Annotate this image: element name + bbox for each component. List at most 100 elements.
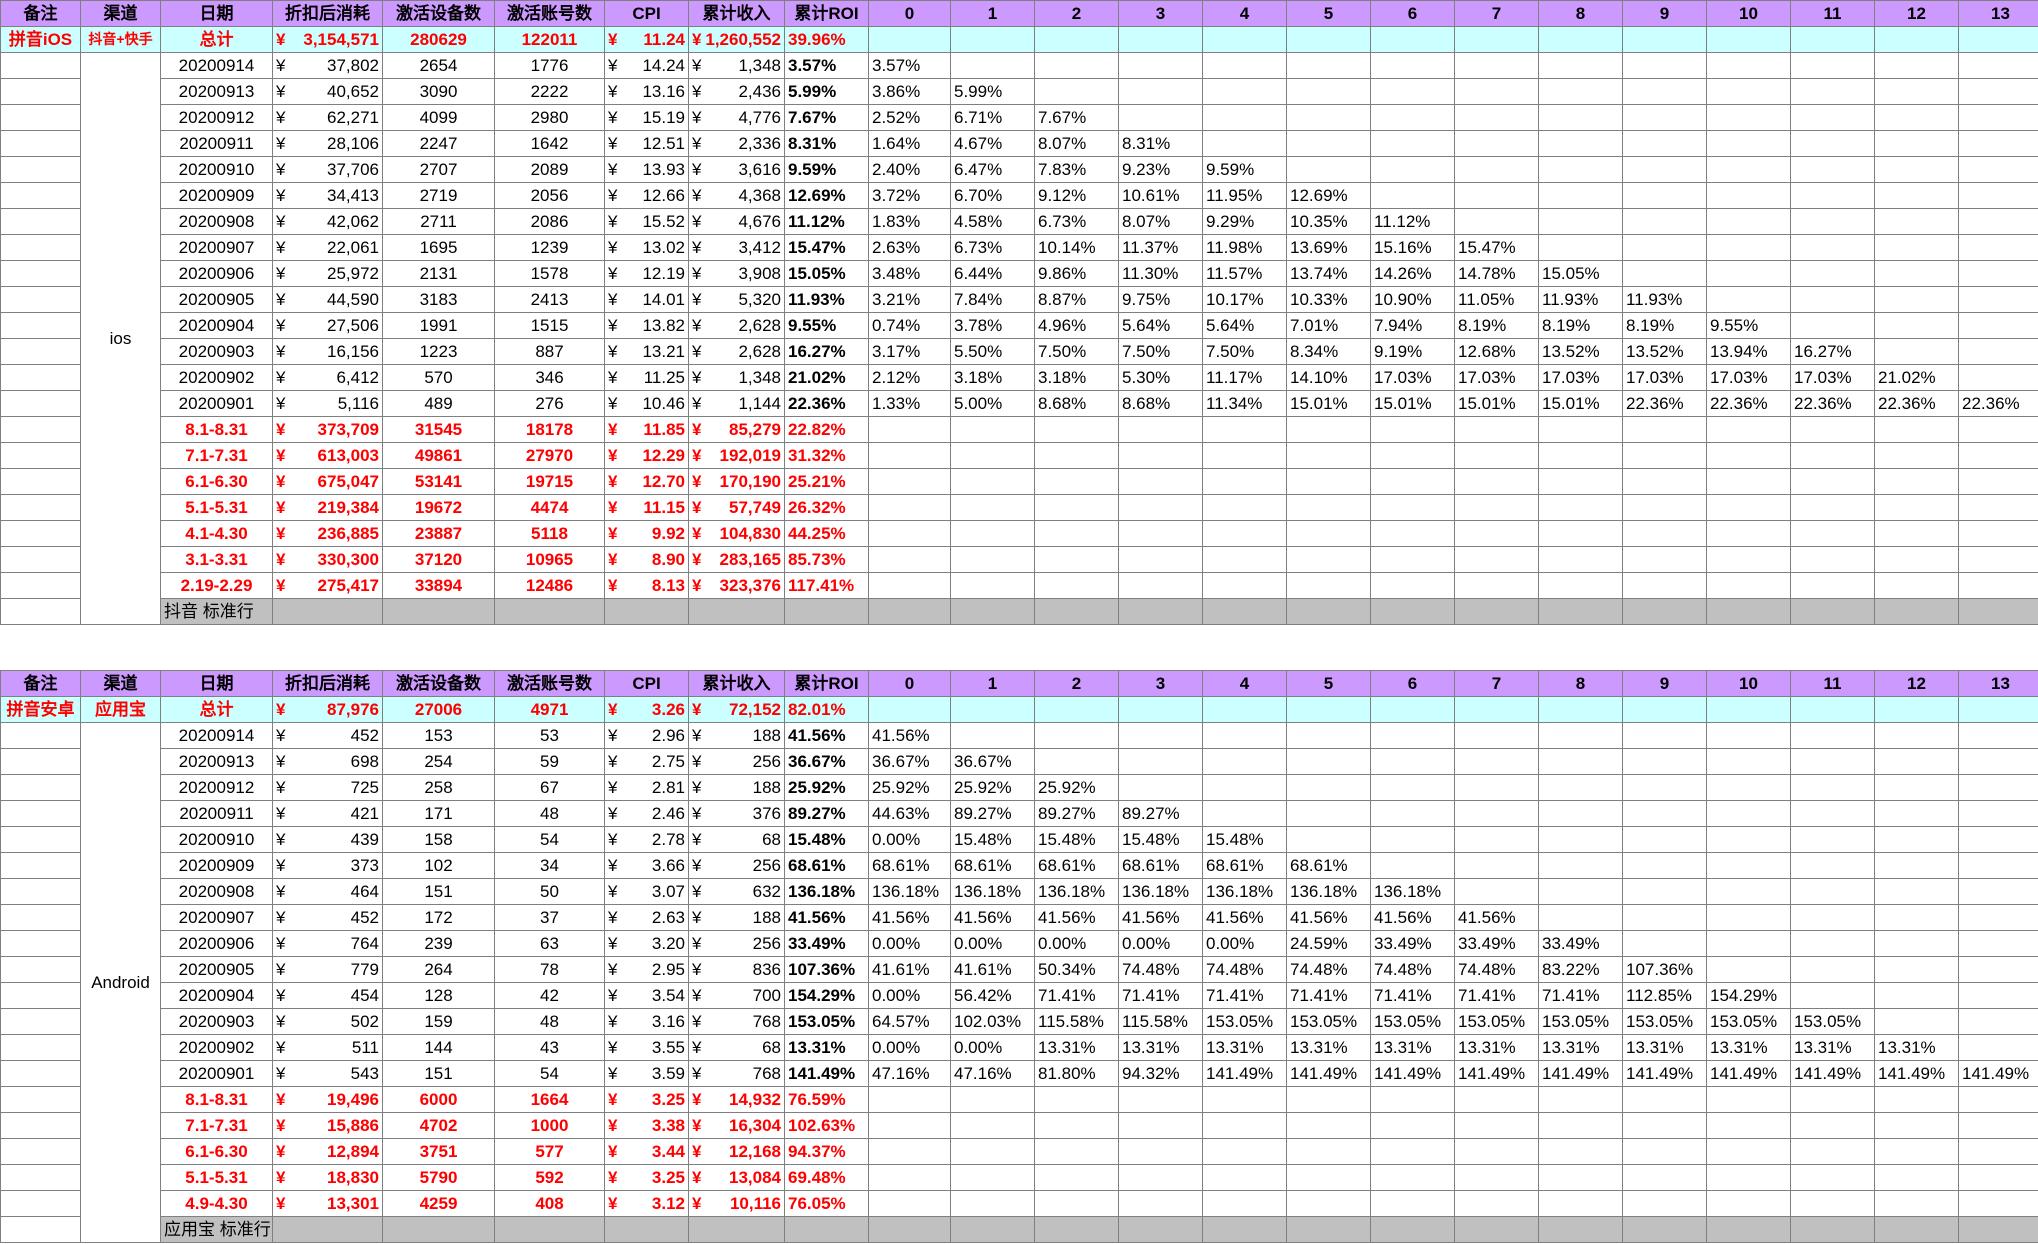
day-roi-cell[interactable]	[1286, 572, 1371, 599]
day-roi-cell[interactable]: 25.92%	[868, 774, 951, 801]
day-roi-cell[interactable]	[1034, 520, 1119, 547]
roi-cell[interactable]: 154.29%	[784, 982, 869, 1009]
day-roi-cell[interactable]	[1874, 930, 1959, 957]
day-roi-cell[interactable]	[1958, 468, 2038, 495]
accounts-cell[interactable]: 1239	[494, 234, 605, 261]
day-roi-cell[interactable]	[1622, 800, 1707, 827]
day-roi-cell[interactable]	[1958, 1034, 2038, 1061]
day-roi-cell[interactable]: 136.18%	[1118, 878, 1203, 905]
day-roi-cell[interactable]	[1622, 1086, 1707, 1113]
day-roi-cell[interactable]: 41.56%	[1202, 904, 1287, 931]
roi-cell[interactable]: 102.63%	[784, 1112, 869, 1139]
revenue-cell[interactable]: ¥5,320	[688, 286, 785, 313]
day-roi-cell[interactable]: 13.31%	[1286, 1034, 1371, 1061]
column-header[interactable]: 13	[1958, 0, 2038, 27]
day-roi-cell[interactable]: 15.05%	[1538, 260, 1623, 287]
devices-cell[interactable]: 2719	[382, 182, 495, 209]
day-roi-cell[interactable]	[1034, 78, 1119, 105]
footer-gray-cell[interactable]	[868, 1216, 951, 1243]
day-roi-cell[interactable]	[1538, 572, 1623, 599]
column-header[interactable]: 12	[1874, 670, 1959, 697]
day-roi-cell[interactable]: 13.69%	[1286, 234, 1371, 261]
day-roi-cell[interactable]	[1706, 546, 1791, 573]
roi-cell[interactable]: 36.67%	[784, 748, 869, 775]
devices-cell[interactable]: 264	[382, 956, 495, 983]
day-roi-cell[interactable]: 11.05%	[1454, 286, 1539, 313]
day-roi-cell[interactable]	[1118, 468, 1203, 495]
cpi-cell[interactable]: ¥12.29	[604, 442, 689, 469]
roi-cell[interactable]: 153.05%	[784, 1008, 869, 1035]
day-roi-cell[interactable]	[1874, 774, 1959, 801]
day-roi-cell[interactable]	[950, 494, 1035, 521]
day-roi-cell[interactable]: 22.36%	[1622, 390, 1707, 417]
day-roi-cell[interactable]: 10.17%	[1202, 286, 1287, 313]
date-cell[interactable]: 20200911	[160, 800, 273, 827]
accounts-cell[interactable]: 1642	[494, 130, 605, 157]
cpi-cell[interactable]: ¥11.24	[604, 26, 689, 53]
date-cell[interactable]: 20200901	[160, 390, 273, 417]
day-roi-cell[interactable]	[1874, 878, 1959, 905]
day-roi-cell[interactable]: 89.27%	[950, 800, 1035, 827]
day-roi-cell[interactable]	[1874, 442, 1959, 469]
revenue-cell[interactable]: ¥2,628	[688, 312, 785, 339]
day-roi-cell[interactable]	[868, 546, 951, 573]
date-cell[interactable]: 20200907	[160, 904, 273, 931]
day-roi-cell[interactable]: 11.17%	[1202, 364, 1287, 391]
day-roi-cell[interactable]	[1370, 546, 1455, 573]
day-roi-cell[interactable]: 0.00%	[1118, 930, 1203, 957]
day-roi-cell[interactable]	[1706, 722, 1791, 749]
remark-blank[interactable]	[0, 1112, 81, 1139]
day-roi-cell[interactable]: 5.64%	[1118, 312, 1203, 339]
roi-cell[interactable]: 3.57%	[784, 52, 869, 79]
day-roi-cell[interactable]	[1034, 26, 1119, 53]
column-header[interactable]: 7	[1454, 670, 1539, 697]
day-roi-cell[interactable]: 7.84%	[950, 286, 1035, 313]
spend-cell[interactable]: ¥543	[272, 1060, 383, 1087]
date-cell[interactable]: 20200914	[160, 52, 273, 79]
day-roi-cell[interactable]	[1874, 696, 1959, 723]
day-roi-cell[interactable]	[950, 722, 1035, 749]
remark-blank[interactable]	[0, 930, 81, 957]
day-roi-cell[interactable]: 141.49%	[1622, 1060, 1707, 1087]
day-roi-cell[interactable]	[1958, 930, 2038, 957]
day-roi-cell[interactable]	[1790, 572, 1875, 599]
cpi-cell[interactable]: ¥13.21	[604, 338, 689, 365]
day-roi-cell[interactable]: 11.98%	[1202, 234, 1287, 261]
cpi-cell[interactable]: ¥8.13	[604, 572, 689, 599]
spend-cell[interactable]: ¥18,830	[272, 1164, 383, 1191]
revenue-cell[interactable]: ¥188	[688, 774, 785, 801]
spend-cell[interactable]: ¥764	[272, 930, 383, 957]
day-roi-cell[interactable]	[1454, 78, 1539, 105]
day-roi-cell[interactable]: 13.31%	[1874, 1034, 1959, 1061]
column-header[interactable]: 累计ROI	[784, 670, 869, 697]
day-roi-cell[interactable]	[1874, 1164, 1959, 1191]
day-roi-cell[interactable]	[1370, 852, 1455, 879]
accounts-cell[interactable]: 5118	[494, 520, 605, 547]
day-roi-cell[interactable]	[1454, 878, 1539, 905]
day-roi-cell[interactable]	[1538, 546, 1623, 573]
devices-cell[interactable]: 3751	[382, 1138, 495, 1165]
day-roi-cell[interactable]	[1202, 78, 1287, 105]
spend-cell[interactable]: ¥219,384	[272, 494, 383, 521]
day-roi-cell[interactable]	[1622, 774, 1707, 801]
column-header[interactable]: CPI	[604, 0, 689, 27]
accounts-cell[interactable]: 592	[494, 1164, 605, 1191]
day-roi-cell[interactable]	[1706, 286, 1791, 313]
day-roi-cell[interactable]	[1118, 520, 1203, 547]
day-roi-cell[interactable]	[1790, 182, 1875, 209]
spend-cell[interactable]: ¥421	[272, 800, 383, 827]
day-roi-cell[interactable]	[1958, 572, 2038, 599]
day-roi-cell[interactable]: 13.31%	[1454, 1034, 1539, 1061]
devices-cell[interactable]: 254	[382, 748, 495, 775]
day-roi-cell[interactable]	[1958, 442, 2038, 469]
day-roi-cell[interactable]	[1202, 442, 1287, 469]
accounts-cell[interactable]: 34	[494, 852, 605, 879]
day-roi-cell[interactable]	[1286, 748, 1371, 775]
day-roi-cell[interactable]: 71.41%	[1370, 982, 1455, 1009]
day-roi-cell[interactable]	[1706, 930, 1791, 957]
column-header[interactable]: 7	[1454, 0, 1539, 27]
devices-cell[interactable]: 2654	[382, 52, 495, 79]
day-roi-cell[interactable]	[1034, 494, 1119, 521]
cpi-cell[interactable]: ¥14.24	[604, 52, 689, 79]
day-roi-cell[interactable]	[1286, 494, 1371, 521]
